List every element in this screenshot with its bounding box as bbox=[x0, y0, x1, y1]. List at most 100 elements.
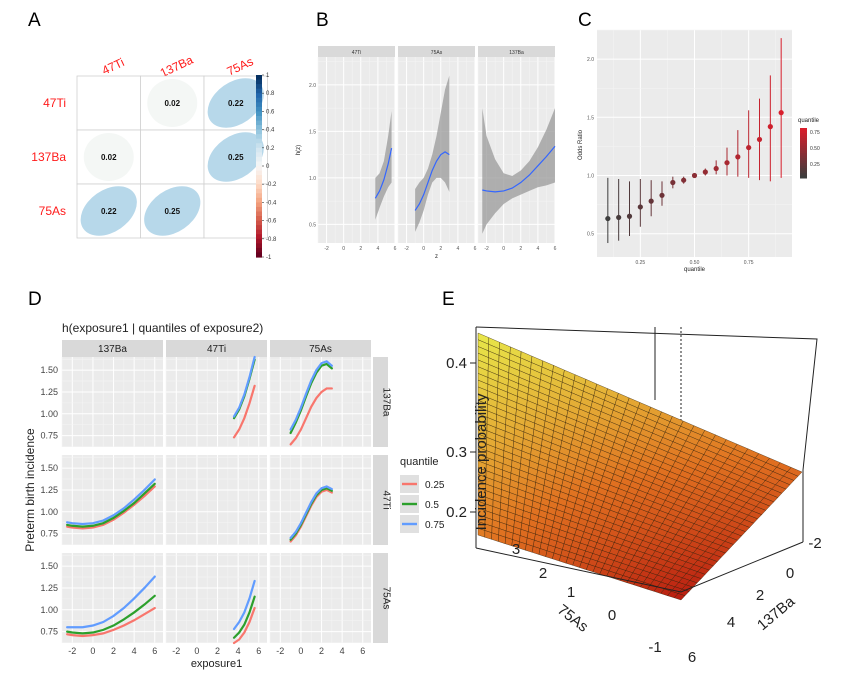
colorbar-tick-label: 0 bbox=[266, 164, 270, 170]
x-axis-title: quantile bbox=[684, 267, 706, 273]
panel-c-odds-ratio: 0.5 1.0 1.5 2.0 0.25 0.50 0.75 quantile Odds Rat… bbox=[578, 29, 820, 273]
x-tick-label: 0 bbox=[90, 646, 95, 656]
colorbar-tick-label: 1 bbox=[266, 73, 270, 79]
correlation-value: 0.02 bbox=[164, 99, 180, 108]
column-facet-label: 47Ti bbox=[207, 344, 226, 355]
facet-label: 137Ba bbox=[509, 50, 524, 56]
correlation-ellipse bbox=[207, 132, 264, 182]
colorbar-segment bbox=[256, 216, 262, 222]
x-tick-label: -2 bbox=[404, 246, 409, 252]
colorbar-segment bbox=[256, 252, 262, 258]
colorbar-segment bbox=[256, 225, 262, 231]
odds-ratio-point bbox=[756, 136, 763, 143]
colorbar-segment bbox=[256, 238, 262, 244]
colorbar-segment bbox=[256, 120, 262, 126]
plot-area bbox=[62, 455, 163, 545]
colorbar-segment bbox=[256, 156, 262, 163]
colorbar-segment bbox=[256, 175, 262, 181]
x-tick-label: 0 bbox=[422, 246, 425, 252]
colorbar-segment bbox=[256, 97, 262, 103]
y-axis-title: h(z) bbox=[296, 145, 302, 155]
colorbar-segment bbox=[256, 161, 262, 167]
y-axis-title: Preterm birth incidence bbox=[23, 428, 37, 552]
plot-area bbox=[62, 357, 163, 447]
colorbar-segment bbox=[256, 234, 262, 240]
row-facet-strip bbox=[373, 553, 388, 643]
x-tick-label: 0.25 bbox=[635, 260, 645, 266]
colorbar-segment bbox=[256, 166, 262, 172]
x-tick-label: 2 bbox=[359, 246, 362, 252]
panel-letter-b: B bbox=[316, 10, 329, 31]
panel-letter-d: D bbox=[28, 289, 42, 310]
legend-gradient-segment bbox=[800, 155, 807, 159]
x-tick-label: 2 bbox=[111, 646, 116, 656]
odds-ratio-point bbox=[670, 179, 676, 186]
correlation-value: 0.02 bbox=[101, 153, 117, 162]
y-tick-label: 1.0 bbox=[587, 174, 594, 180]
colorbar-segment bbox=[256, 138, 262, 144]
facet-strip bbox=[398, 46, 475, 57]
odds-ratio-point bbox=[616, 214, 622, 221]
colorbar-segment bbox=[256, 188, 262, 194]
panel-letter-c: C bbox=[578, 10, 592, 31]
x-tick-label: 2 bbox=[215, 646, 220, 656]
y-tick-label: 1.25 bbox=[40, 387, 58, 397]
odds-ratio-point bbox=[735, 154, 741, 160]
x-tick-label: 0 bbox=[194, 646, 199, 656]
plot-area bbox=[318, 57, 395, 243]
y-tick-label: 4 bbox=[727, 614, 735, 631]
column-facet-label: 137Ba bbox=[98, 344, 127, 355]
quantile-curve bbox=[66, 482, 156, 528]
legend-gradient-segment bbox=[800, 145, 807, 149]
x-tick-label: -2 bbox=[324, 246, 329, 252]
panel-b-exposure-response: 0.5 1.0 1.5 2.0 h(z) 47Ti -2 0 2 4 6 75As -2 0 2 4 6 137B… bbox=[296, 46, 557, 260]
colorbar-segment bbox=[256, 184, 262, 190]
correlation-value: 0.25 bbox=[228, 153, 244, 162]
quantile-curve bbox=[232, 606, 256, 645]
legend-title: quantile bbox=[400, 456, 439, 468]
confidence-band bbox=[375, 110, 392, 220]
x-tick-label: 0 bbox=[342, 246, 345, 252]
legend-gradient-segment bbox=[800, 150, 807, 154]
colorbar-tick-label: 0.4 bbox=[266, 128, 275, 134]
correlation-value: 0.25 bbox=[164, 207, 180, 216]
x-tick-label: 0.75 bbox=[744, 260, 754, 266]
odds-ratio-point bbox=[637, 204, 643, 210]
odds-ratio-point bbox=[746, 144, 752, 151]
y-tick-label: 0.5 bbox=[587, 232, 594, 238]
matrix-cell bbox=[140, 129, 205, 185]
legend-gradient-segment bbox=[800, 143, 807, 146]
quantile-curve bbox=[289, 360, 333, 431]
colorbar-segment bbox=[256, 115, 262, 122]
response-line bbox=[482, 145, 556, 193]
colorbar-segment bbox=[256, 102, 262, 108]
x-tick-label: -2 bbox=[276, 646, 284, 656]
y-tick-label: 1.5 bbox=[587, 115, 594, 121]
z-tick-label: 0.4 bbox=[446, 355, 467, 372]
legend-entry-label: 0.25 bbox=[425, 480, 445, 491]
colorbar-segment bbox=[256, 193, 262, 199]
colorbar-segment bbox=[256, 220, 262, 226]
x-tick-label: 2 bbox=[439, 246, 442, 252]
legend-gradient-segment bbox=[800, 128, 807, 131]
y-tick-label: 1.50 bbox=[40, 463, 58, 473]
x-tick-label: -2 bbox=[484, 246, 489, 252]
odds-ratio-point bbox=[659, 192, 665, 198]
x-tick-label: 4 bbox=[536, 246, 539, 252]
colorbar-tick-label: -0.6 bbox=[266, 219, 277, 225]
colorbar-segment bbox=[256, 84, 262, 90]
colorbar-segment bbox=[256, 79, 262, 85]
x-tick-label: -2 bbox=[68, 646, 76, 656]
x-tick-label: 4 bbox=[236, 646, 241, 656]
legend-title: quantile bbox=[798, 118, 820, 124]
column-facet-strip bbox=[166, 340, 267, 357]
quantile-curve bbox=[289, 387, 333, 446]
colorbar-segment bbox=[256, 106, 262, 112]
legend-gradient-segment bbox=[800, 158, 807, 161]
panel-letter-e: E bbox=[442, 289, 455, 310]
x-tick-label: 3 bbox=[512, 541, 520, 558]
colorbar-segment bbox=[256, 75, 262, 81]
colorbar-segment bbox=[256, 125, 262, 131]
odds-ratio-point bbox=[778, 110, 784, 116]
x-axis-title: 75As bbox=[554, 601, 591, 635]
